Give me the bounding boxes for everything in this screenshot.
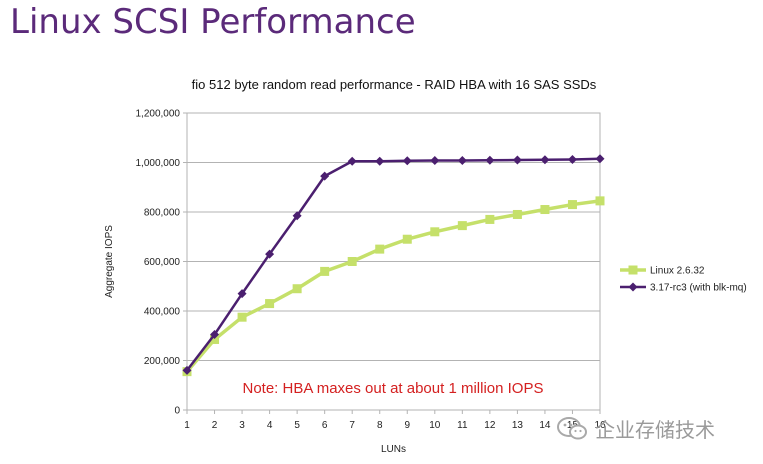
data-point <box>237 289 247 299</box>
legend-label: 3.17-rc3 (with blk-mq) <box>650 283 747 294</box>
data-point <box>320 266 330 276</box>
watermark-text: 企业存储技术 <box>595 418 715 442</box>
y-axis-title: Aggregate IOPS <box>104 225 115 298</box>
data-point <box>567 200 577 210</box>
data-point <box>265 299 275 309</box>
x-tick-label: 4 <box>267 420 273 431</box>
y-tick-label: 200,000 <box>144 356 181 367</box>
data-point <box>237 312 247 322</box>
x-tick-label: 15 <box>567 420 579 431</box>
data-point <box>320 171 330 181</box>
data-point <box>567 155 577 165</box>
data-point <box>457 221 467 231</box>
y-tick-label: 0 <box>174 406 180 417</box>
axes <box>186 112 601 414</box>
y-tick-label: 1,000,000 <box>136 158 181 169</box>
data-point <box>210 334 220 344</box>
data-point <box>375 244 385 254</box>
y-tick-labels: 0 200,000 400,000 600,000 800,000 1,000,000 1,… <box>136 109 181 417</box>
data-point <box>430 156 440 166</box>
data-point <box>402 234 412 244</box>
legend-label: Linux 2.6.32 <box>650 266 705 277</box>
x-tick-label: 12 <box>484 420 496 431</box>
plot-area <box>186 112 601 411</box>
series-line <box>185 199 601 373</box>
slide-title: Linux SCSI Performance <box>10 2 416 42</box>
data-point <box>430 227 440 237</box>
x-tick-label: 11 <box>457 420 468 431</box>
chart-annotation: Note: HBA maxes out at about 1 million I… <box>243 380 544 397</box>
x-tick-label: 16 <box>594 420 606 431</box>
x-tick-label: 5 <box>294 420 300 431</box>
x-tick-label: 6 <box>322 420 328 431</box>
data-point <box>595 196 605 206</box>
x-tick-labels: 1 2 3 4 5 6 7 8 9 10 11 12 13 14 15 16 <box>184 420 606 431</box>
data-point <box>512 155 522 165</box>
data-point <box>210 330 220 340</box>
data-point <box>457 156 467 166</box>
x-axis-title: LUNs <box>381 444 406 455</box>
data-point <box>347 257 357 266</box>
chat-bubble-icon <box>557 417 587 440</box>
gridlines <box>183 112 600 411</box>
x-tick-label: 7 <box>349 420 355 431</box>
x-tick-label: 9 <box>404 420 410 431</box>
data-point <box>375 156 385 166</box>
data-point <box>485 214 495 224</box>
data-point <box>485 155 495 165</box>
chart-title: fio 512 byte random read performance - R… <box>192 77 597 92</box>
x-tick-label: 14 <box>539 420 551 431</box>
data-point <box>182 365 192 375</box>
data-point <box>540 155 550 165</box>
legend-marker <box>628 265 638 275</box>
x-tick-label: 8 <box>377 420 383 431</box>
data-point <box>540 205 550 215</box>
series-line <box>186 157 601 372</box>
data-point <box>402 156 412 166</box>
data-point <box>265 249 275 259</box>
x-tick-label: 13 <box>512 420 524 431</box>
data-point <box>292 211 302 221</box>
data-point <box>292 284 302 294</box>
legend-marker <box>628 282 638 292</box>
y-tick-label: 1,200,000 <box>136 109 181 120</box>
x-tick-label: 10 <box>429 420 441 431</box>
data-point <box>512 209 522 219</box>
x-tick-label: 2 <box>212 420 218 431</box>
x-tick-label: 1 <box>184 420 190 431</box>
x-tick-label: 3 <box>239 420 245 431</box>
legend: Linux 2.6.32 3.17-rc3 (with blk-mq) <box>620 265 747 294</box>
y-tick-label: 400,000 <box>144 307 181 318</box>
y-tick-label: 600,000 <box>144 257 181 268</box>
data-point <box>347 156 357 166</box>
data-point <box>595 154 605 164</box>
series-layer <box>182 154 605 377</box>
y-tick-label: 800,000 <box>144 208 181 219</box>
